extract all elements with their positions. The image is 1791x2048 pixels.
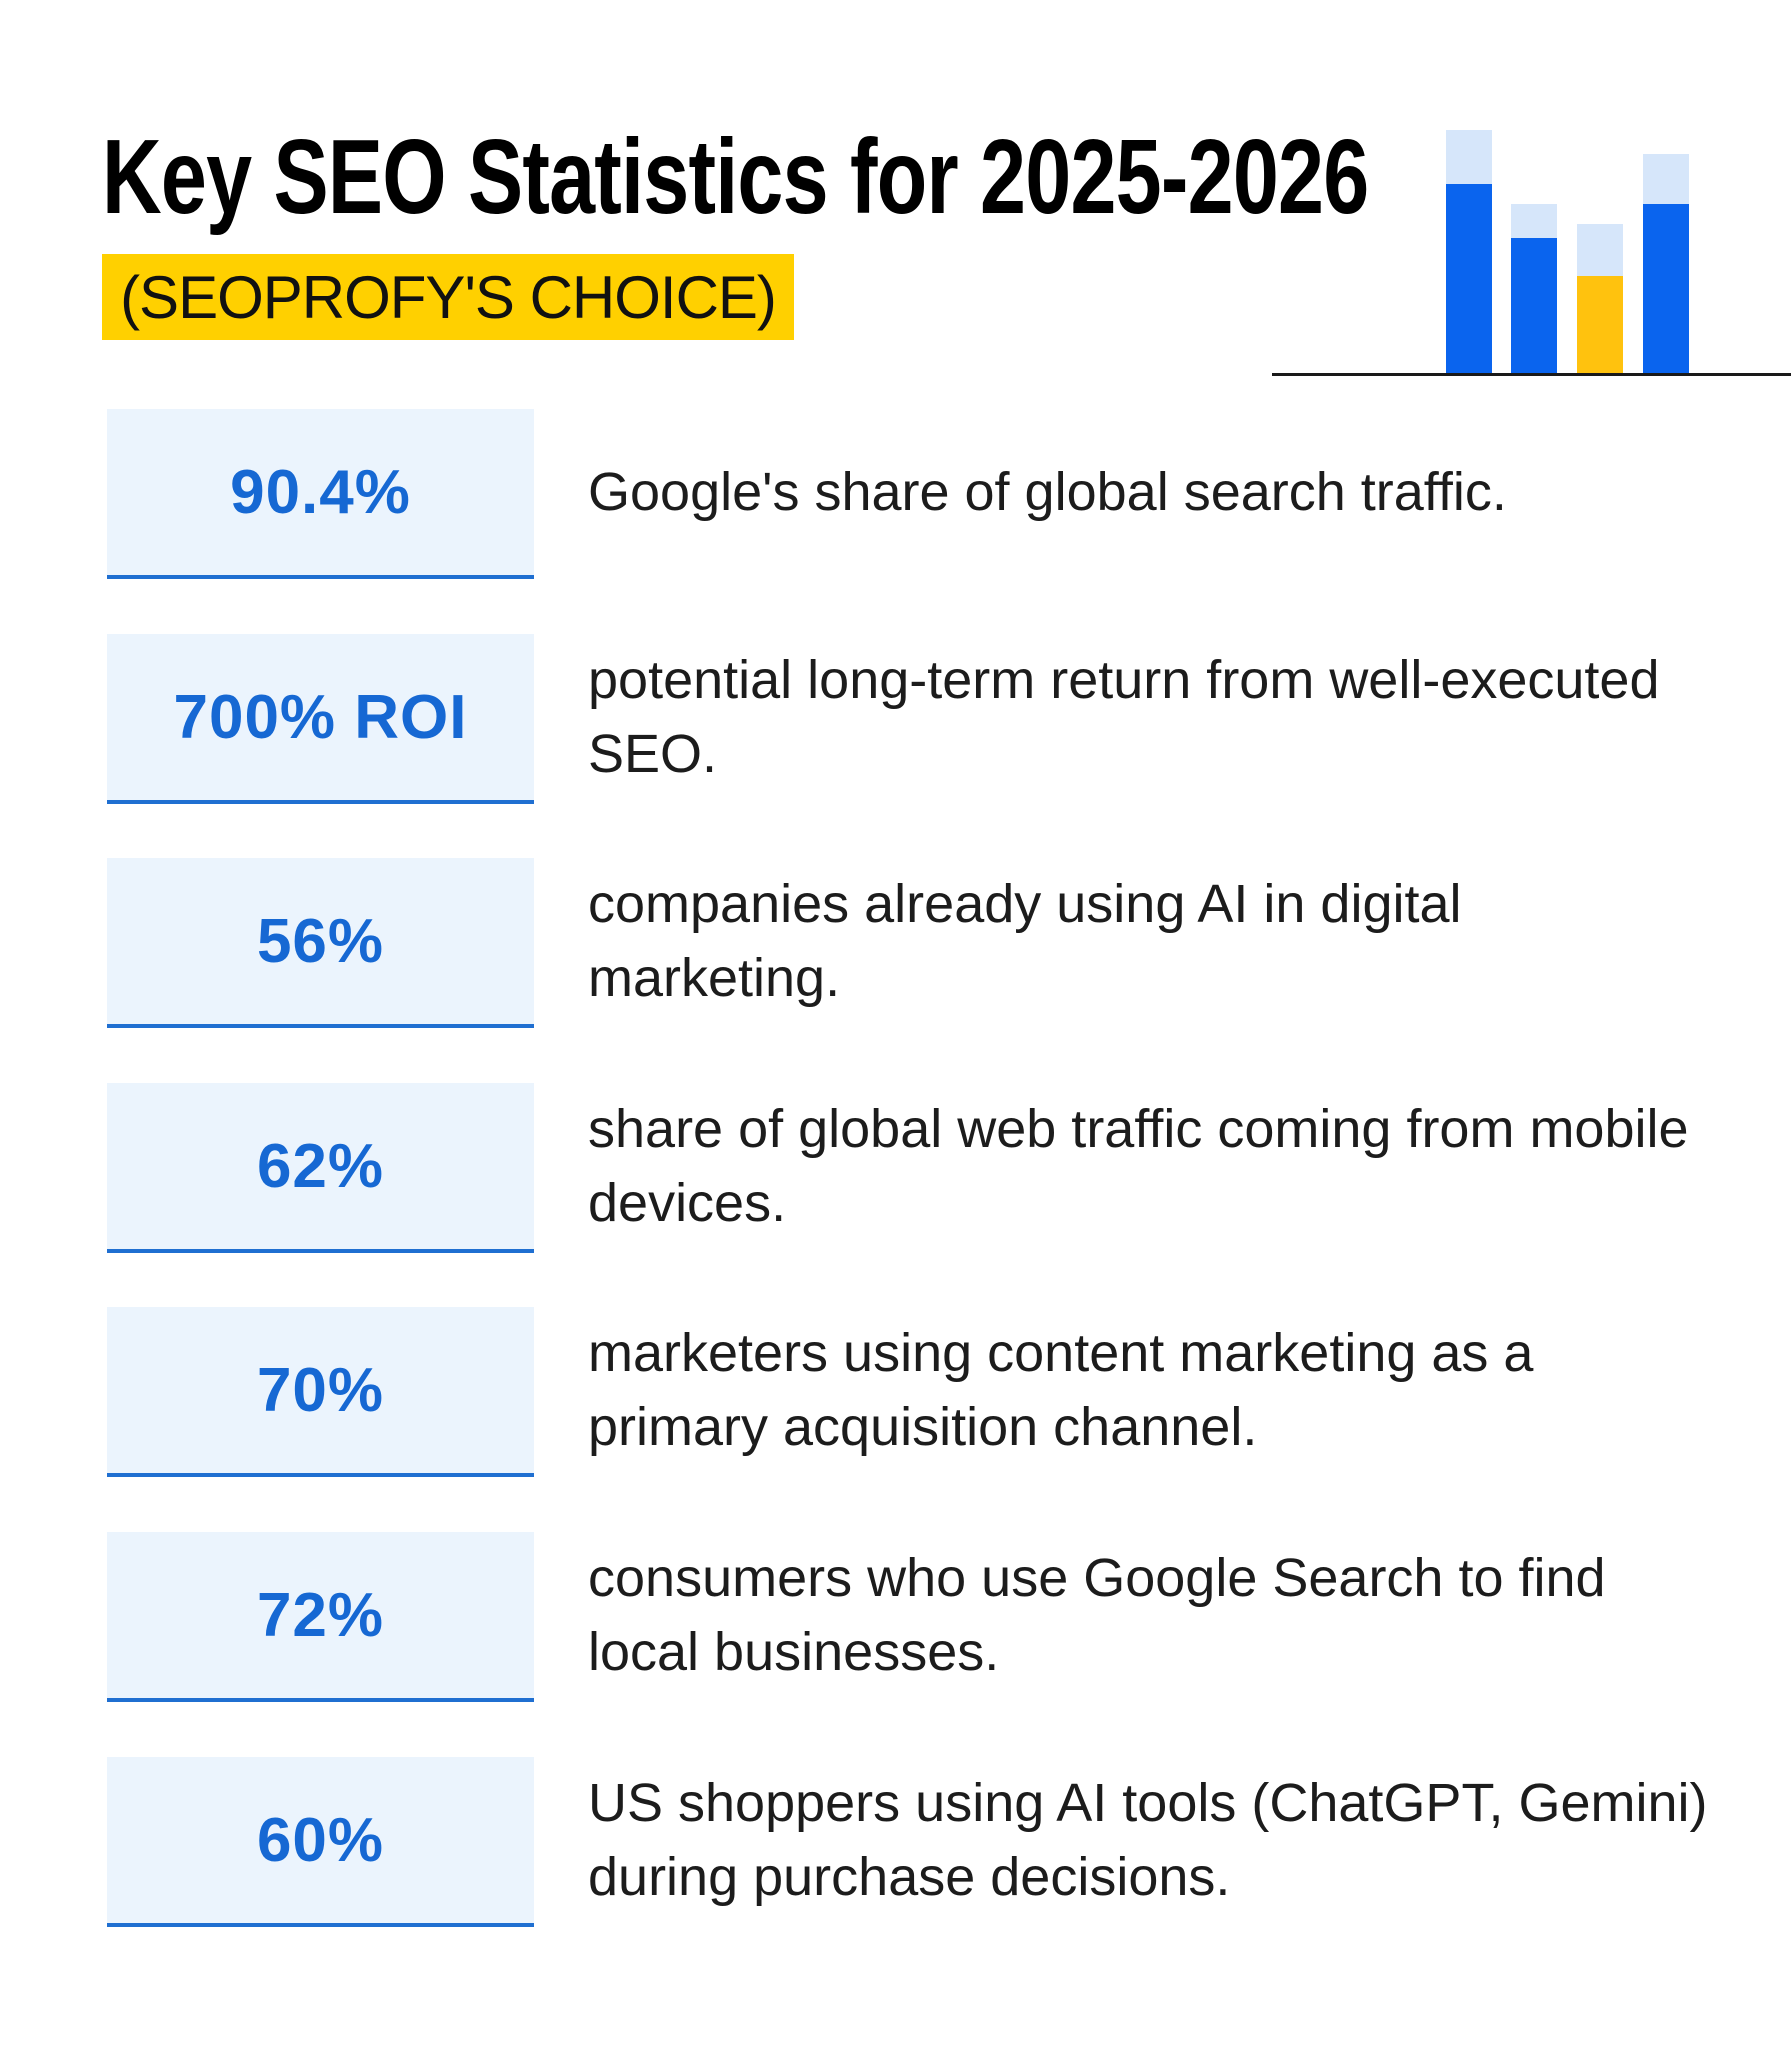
stat-description-text: marketers using content marketing as a p…: [588, 1323, 1534, 1457]
deco-baseline: [1272, 373, 1791, 376]
stat-row: 70% marketers using content marketing as…: [107, 1307, 1707, 1479]
stat-description: share of global web traffic coming from …: [588, 1083, 1728, 1249]
stat-value: 90.4%: [230, 457, 411, 527]
stat-description-text: consumers who use Google Search to find …: [588, 1548, 1606, 1682]
deco-bar-3-cap: [1577, 224, 1623, 276]
stat-box: 60%: [107, 1757, 534, 1927]
stat-description: companies already using AI in digital ma…: [588, 858, 1728, 1024]
stat-value: 56%: [256, 906, 385, 976]
deco-bar-2-cap: [1511, 204, 1557, 240]
stat-description: consumers who use Google Search to find …: [588, 1532, 1728, 1698]
deco-bar-3: [1577, 276, 1623, 374]
stat-description-text: companies already using AI in digital ma…: [588, 874, 1462, 1008]
stat-value: 70%: [256, 1355, 385, 1425]
stat-box: 70%: [107, 1307, 534, 1477]
subtitle-highlight: (SEOPROFY'S CHOICE): [102, 254, 794, 340]
stat-description: US shoppers using AI tools (ChatGPT, Gem…: [588, 1757, 1728, 1923]
stat-box: 700% ROI: [107, 634, 534, 804]
stat-value: 60%: [256, 1805, 385, 1875]
stat-description-text: share of global web traffic coming from …: [588, 1099, 1689, 1233]
deco-bar-1-cap: [1446, 130, 1492, 186]
stat-description: potential long-term return from well-exe…: [588, 634, 1728, 800]
stat-row: 62% share of global web traffic coming f…: [107, 1083, 1707, 1255]
stat-value: 62%: [256, 1131, 385, 1201]
stat-value: 700% ROI: [173, 682, 468, 752]
deco-bar-4-cap: [1643, 154, 1689, 206]
stat-description-text: potential long-term return from well-exe…: [588, 650, 1660, 784]
stat-box: 56%: [107, 858, 534, 1028]
deco-bar-4: [1643, 204, 1689, 374]
stat-row: 72% consumers who use Google Search to f…: [107, 1532, 1707, 1704]
stat-value: 72%: [256, 1580, 385, 1650]
deco-bar-2: [1511, 238, 1557, 374]
stat-description-text: US shoppers using AI tools (ChatGPT, Gem…: [588, 1773, 1708, 1907]
deco-bar-1: [1446, 184, 1492, 374]
stat-box: 90.4%: [107, 409, 534, 579]
stat-row: 60% US shoppers using AI tools (ChatGPT,…: [107, 1757, 1707, 1929]
subtitle-text: (SEOPROFY'S CHOICE): [120, 263, 777, 331]
stat-description: marketers using content marketing as a p…: [588, 1307, 1728, 1473]
page-title: Key SEO Statistics for 2025-2026: [102, 118, 1369, 236]
stat-row: 90.4% Google's share of global search tr…: [107, 409, 1707, 581]
bar-chart-icon: [1272, 130, 1791, 376]
stat-row: 56% companies already using AI in digita…: [107, 858, 1707, 1030]
stat-box: 72%: [107, 1532, 534, 1702]
stat-description: Google's share of global search traffic.: [588, 409, 1728, 575]
stat-row: 700% ROI potential long-term return from…: [107, 634, 1707, 806]
stat-description-text: Google's share of global search traffic.: [588, 462, 1507, 522]
stat-box: 62%: [107, 1083, 534, 1253]
